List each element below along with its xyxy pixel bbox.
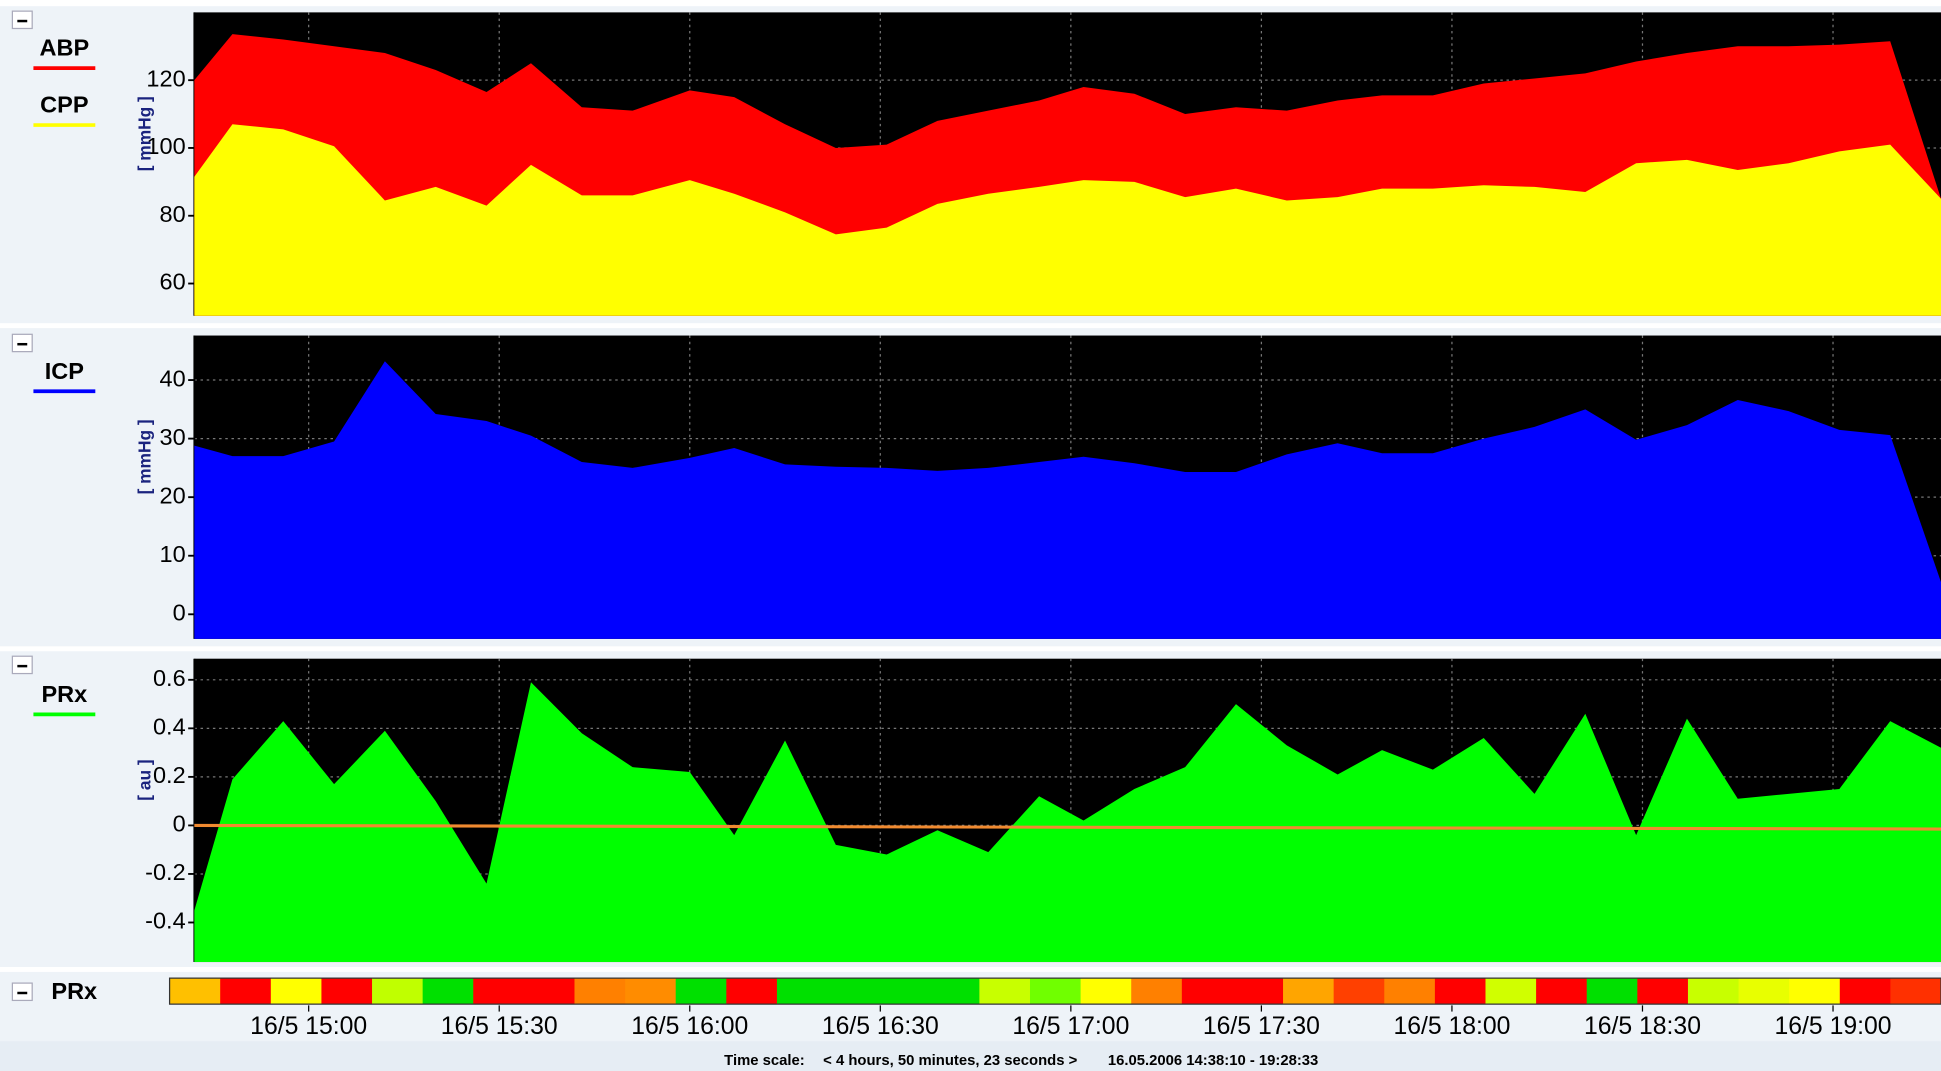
menu-button[interactable] — [11, 10, 33, 30]
prx-segment — [1131, 978, 1183, 1005]
prx-segment — [169, 978, 221, 1005]
y-tick-label: 120 — [146, 65, 185, 91]
prx-segment — [220, 978, 272, 1005]
button-dots — [17, 342, 28, 346]
area-series — [194, 124, 1941, 316]
prx-segment — [1181, 978, 1234, 1005]
legend-label: PRx — [41, 681, 87, 707]
prx-segment — [1283, 978, 1335, 1005]
button-dots — [17, 19, 28, 23]
x-tick-label: 16/5 18:00 — [1393, 1013, 1510, 1040]
y-tick-label: 60 — [160, 269, 186, 295]
prx-segment — [1080, 978, 1132, 1005]
button-dots — [17, 991, 28, 995]
prx-segment — [928, 978, 980, 1005]
prx-segment — [1738, 978, 1790, 1005]
trend-line — [194, 823, 1941, 831]
prx-segment — [675, 978, 727, 1005]
prx-segment — [1384, 978, 1436, 1005]
y-axis-label: [ mmHg ] — [135, 419, 155, 494]
top-strip — [0, 0, 1941, 7]
prx-segment — [1637, 978, 1689, 1005]
separator — [0, 323, 1941, 329]
footer-span: < 4 hours, 50 minutes, 23 seconds > — [823, 1053, 1077, 1069]
y-tick-label: 100 — [146, 133, 185, 159]
y-tick-label: 80 — [160, 201, 186, 227]
x-tick-label: 16/5 16:00 — [631, 1013, 748, 1040]
prx-segment — [1789, 978, 1841, 1005]
x-tick-label: 16/5 15:00 — [250, 1013, 367, 1040]
prx-bar-frame — [168, 977, 1941, 1005]
y-tick-label: 0.2 — [153, 762, 186, 788]
prx-segment — [979, 978, 1031, 1005]
prx-segment — [1536, 978, 1588, 1005]
prx-segment — [574, 978, 626, 1005]
prx-segment — [1687, 978, 1740, 1005]
prx-segment — [776, 978, 829, 1005]
x-tick-label: 16/5 16:30 — [822, 1013, 939, 1040]
legend-label: ICP — [45, 358, 84, 384]
y-tick-label: 40 — [160, 365, 186, 391]
prx-segment — [473, 978, 525, 1005]
prx-segment — [625, 978, 677, 1005]
prx-segment — [1232, 978, 1284, 1005]
prx-segment — [1586, 978, 1638, 1005]
legend-label: CPP — [40, 92, 88, 118]
x-tick-label: 16/5 15:30 — [441, 1013, 558, 1040]
y-axis-label: [ au ] — [135, 759, 155, 800]
legend-label: ABP — [40, 35, 90, 61]
menu-button[interactable] — [11, 655, 33, 675]
prx-segment — [270, 978, 323, 1005]
y-tick-label: 0.4 — [153, 714, 186, 740]
y-tick-label: -0.4 — [145, 908, 186, 934]
separator — [0, 646, 1941, 652]
separator — [0, 966, 1941, 972]
prx-segment — [1839, 978, 1892, 1005]
y-tick-label: 10 — [160, 541, 186, 567]
menu-button[interactable] — [11, 982, 33, 1002]
prx-segment — [878, 978, 930, 1005]
prx-segment — [827, 978, 879, 1005]
prx-segment — [321, 978, 373, 1005]
footer-bar — [0, 1041, 1941, 1071]
menu-button[interactable] — [11, 333, 33, 353]
button-dots — [17, 664, 28, 668]
prx-segment — [1890, 978, 1941, 1005]
y-tick-label: 20 — [160, 482, 186, 508]
x-tick-label: 16/5 17:30 — [1203, 1013, 1320, 1040]
prx-segment — [1029, 978, 1082, 1005]
x-tick-label: 16/5 18:30 — [1584, 1013, 1701, 1040]
area-series — [194, 361, 1941, 639]
y-tick-label: -0.2 — [145, 859, 186, 885]
x-tick-label: 16/5 19:00 — [1775, 1013, 1892, 1040]
prx-segment — [523, 978, 576, 1005]
prx-segment — [372, 978, 424, 1005]
prx-segment — [1333, 978, 1385, 1005]
y-axis-label: [ mmHg ] — [135, 96, 155, 171]
y-tick-label: 0 — [173, 600, 186, 626]
footer-range: 16.05.2006 14:38:10 - 19:28:33 — [1108, 1053, 1318, 1069]
area-series — [194, 682, 1941, 963]
y-tick-label: 30 — [160, 424, 186, 450]
x-tick-label: 16/5 17:00 — [1012, 1013, 1129, 1040]
prx-segment — [1485, 978, 1537, 1005]
bar-label: PRx — [51, 978, 97, 1004]
y-tick-label: 0 — [173, 811, 186, 837]
prx-segment — [422, 978, 474, 1005]
prx-segment — [726, 978, 778, 1005]
button-box[interactable] — [11, 10, 33, 30]
y-tick-label: 0.6 — [153, 665, 186, 691]
footer-label: Time scale: — [724, 1053, 805, 1069]
prx-segment — [1434, 978, 1487, 1005]
